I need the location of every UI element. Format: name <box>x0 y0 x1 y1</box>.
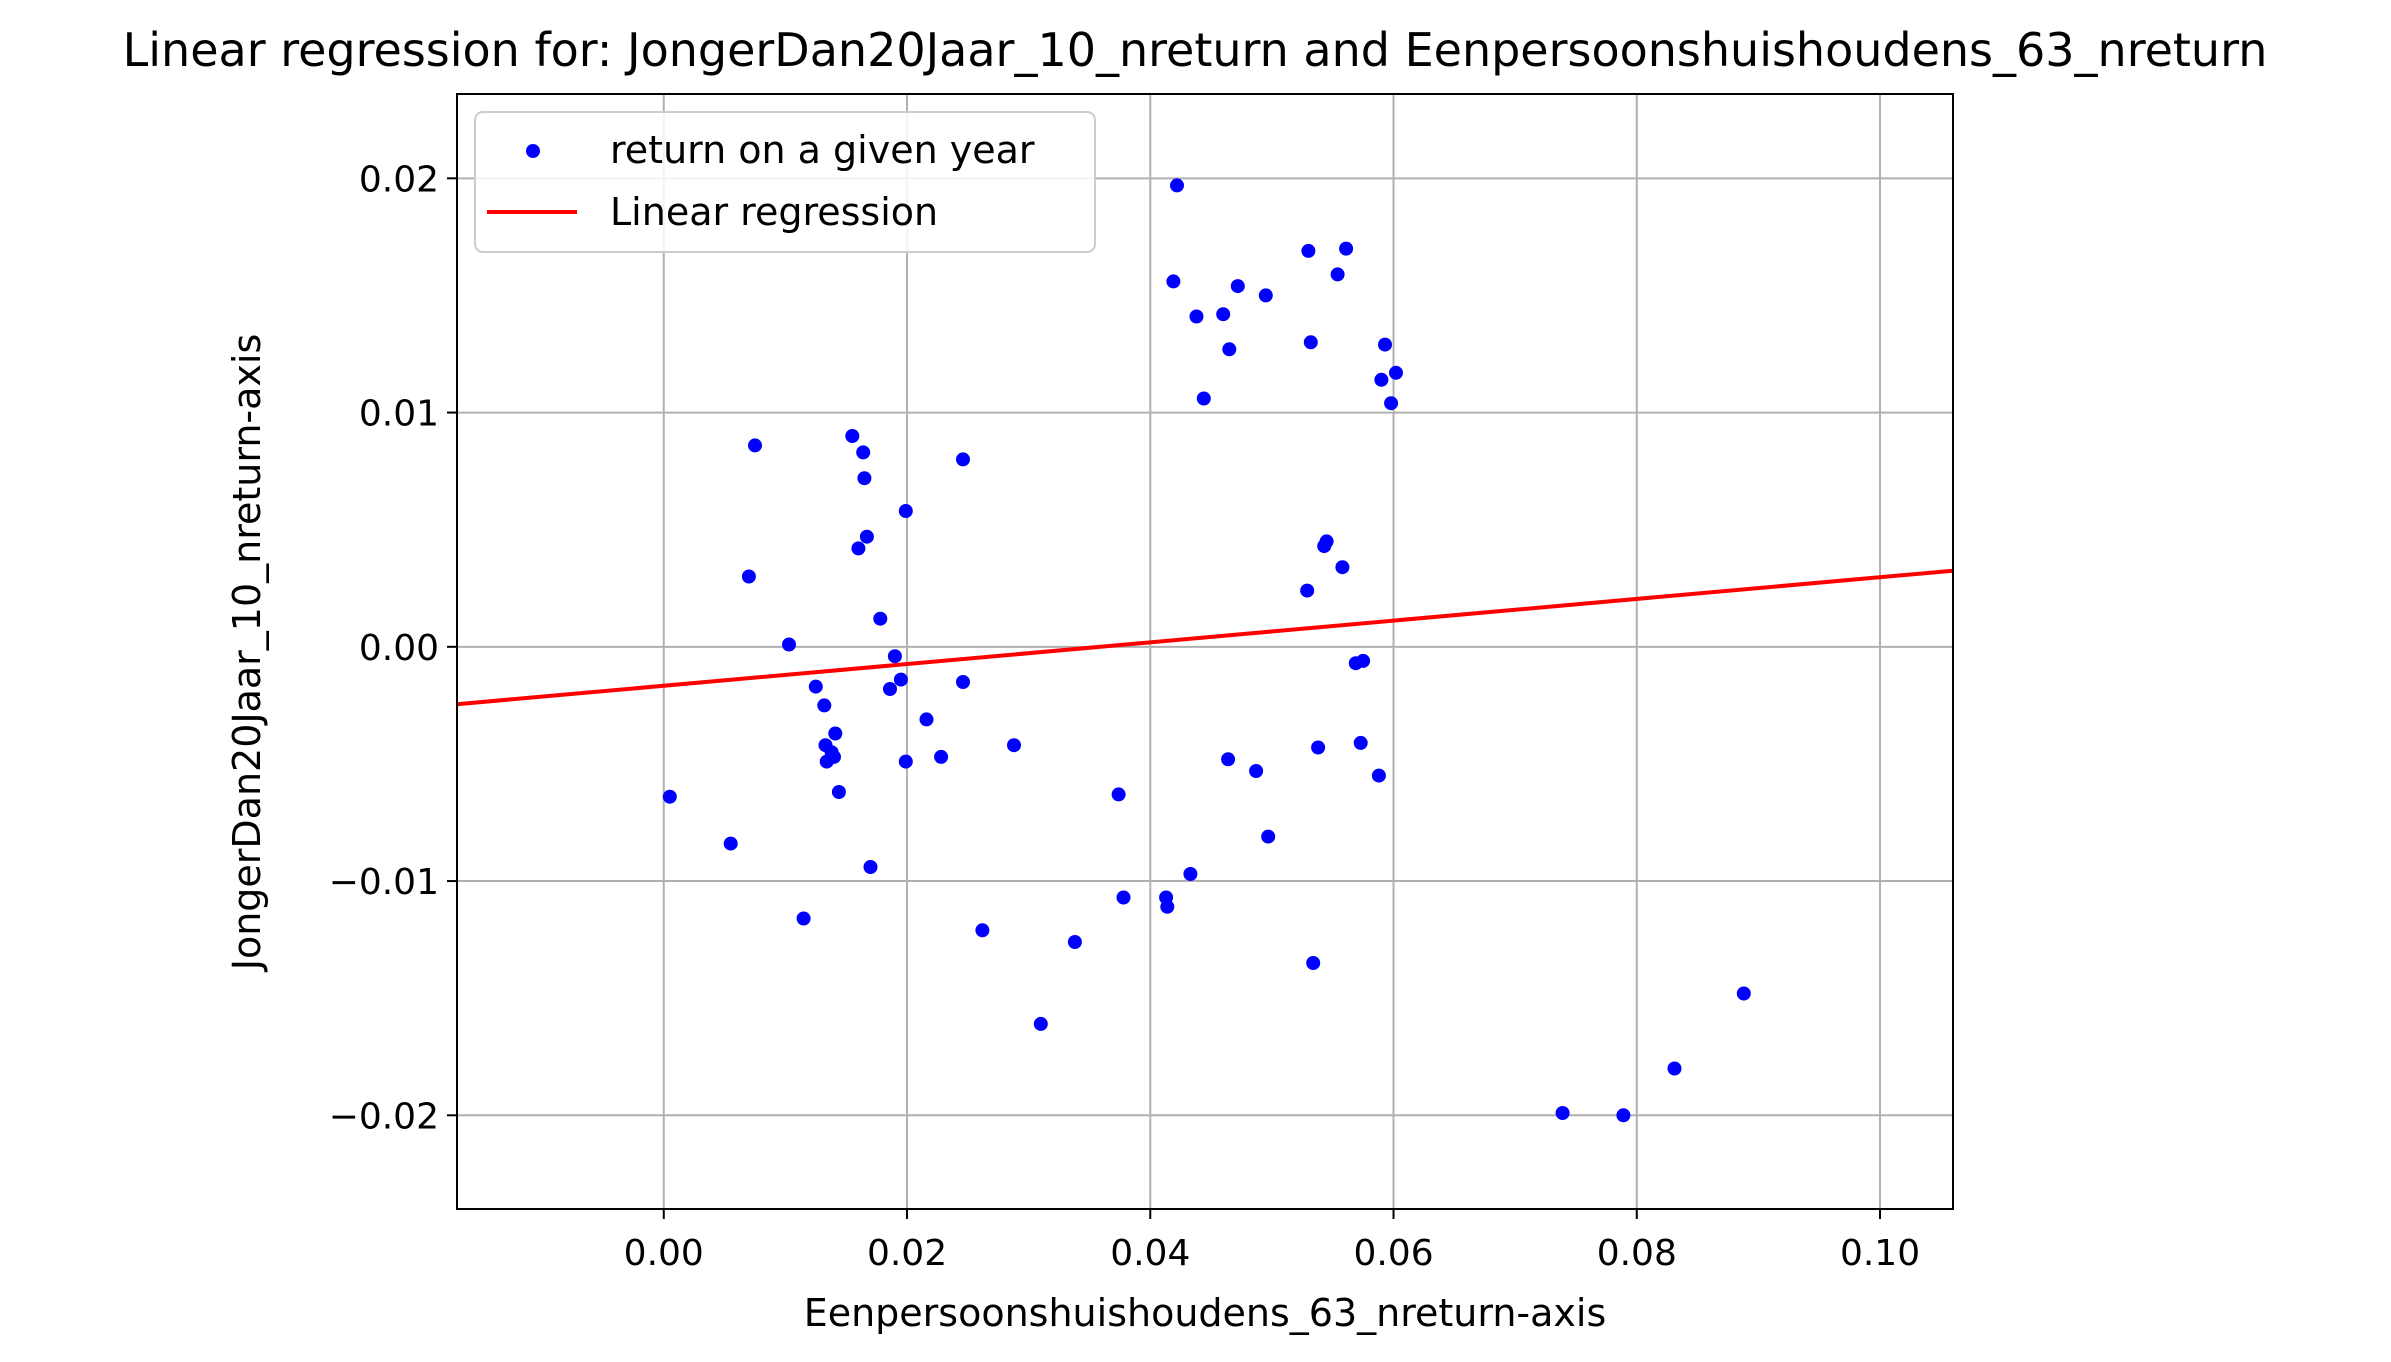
data-point <box>1007 738 1021 753</box>
data-point <box>1160 899 1175 914</box>
data-point <box>1170 178 1184 193</box>
plot-area-frame <box>456 93 1954 1210</box>
data-point <box>1378 337 1392 352</box>
y-axis-ticks: 0.02 0.01 0.00 −0.01 −0.02 <box>329 159 457 1137</box>
data-point <box>1319 534 1334 549</box>
data-point <box>1374 372 1389 387</box>
data-point <box>1249 764 1264 778</box>
data-point <box>1330 267 1345 282</box>
data-point <box>1216 307 1231 322</box>
x-gridlines <box>662 94 1882 1209</box>
data-point <box>808 679 823 694</box>
data-point <box>859 529 874 544</box>
legend-label-line: Linear regression <box>610 190 938 234</box>
data-point <box>883 682 897 696</box>
data-point <box>1306 956 1321 970</box>
y-tick-label: −0.01 <box>329 862 439 903</box>
data-point <box>857 471 872 486</box>
x-tick-label: 0.06 <box>1353 1233 1433 1274</box>
y-tick-label: 0.02 <box>359 159 439 200</box>
data-point <box>1616 1108 1631 1123</box>
data-point <box>1221 752 1236 767</box>
data-point <box>1301 243 1316 258</box>
legend-box <box>474 111 1096 253</box>
data-point <box>1356 653 1371 668</box>
y-tick-label: 0.00 <box>359 628 439 669</box>
data-point <box>887 649 902 664</box>
data-point <box>863 860 878 874</box>
data-point <box>956 675 970 689</box>
data-point <box>975 923 990 938</box>
data-point <box>845 429 860 443</box>
data-point <box>1555 1106 1570 1120</box>
data-point <box>1196 391 1211 406</box>
data-point <box>1353 735 1368 750</box>
x-axis-label: Eenpersoonshuishoudens_63_nreturn-axis <box>804 1291 1607 1335</box>
data-point <box>782 637 796 652</box>
data-point <box>1033 1016 1048 1031</box>
y-tick-label: 0.01 <box>359 394 439 435</box>
data-point <box>919 712 934 727</box>
legend: return on a given year Linear regression <box>474 111 1096 253</box>
legend-marker-scatter <box>526 144 540 158</box>
x-axis-ticks: 0.00 0.02 0.04 0.06 0.08 0.10 <box>624 1209 1920 1274</box>
data-point <box>1189 309 1204 324</box>
data-point <box>898 504 913 518</box>
data-point <box>898 754 913 769</box>
data-point <box>1339 241 1354 256</box>
x-tick-label: 0.02 <box>867 1233 947 1274</box>
data-point <box>934 749 949 764</box>
data-point <box>1303 335 1318 350</box>
data-point <box>893 672 908 687</box>
regression-layer <box>456 568 1954 707</box>
y-axis-label: JongerDan20Jaar_10_nreturn-axis <box>225 334 269 973</box>
chart-title: Linear regression for: JongerDan20Jaar_1… <box>123 23 2268 77</box>
data-point <box>662 789 677 804</box>
data-point <box>1736 986 1751 1001</box>
data-point <box>1222 342 1237 357</box>
data-point <box>1311 740 1326 755</box>
data-point <box>1183 867 1198 881</box>
data-point <box>1300 583 1315 598</box>
data-point <box>1067 935 1082 949</box>
scatter-points <box>662 178 1751 1123</box>
data-point <box>851 541 866 556</box>
data-point <box>741 569 756 584</box>
data-point <box>956 452 970 467</box>
legend-label-scatter: return on a given year <box>610 128 1035 172</box>
x-tick-label: 0.00 <box>624 1233 704 1274</box>
data-point <box>828 726 843 741</box>
data-point <box>817 698 832 713</box>
data-point <box>1389 365 1403 380</box>
x-tick-label: 0.10 <box>1840 1233 1920 1274</box>
x-tick-label: 0.04 <box>1110 1233 1190 1274</box>
data-point <box>748 438 762 453</box>
y-tick-label: −0.02 <box>329 1096 439 1137</box>
data-point <box>831 785 846 799</box>
data-point <box>827 749 841 764</box>
data-point <box>1667 1061 1682 1076</box>
regression-line <box>456 568 1954 707</box>
data-point <box>1335 560 1350 575</box>
x-tick-label: 0.08 <box>1597 1233 1677 1274</box>
data-point <box>1111 787 1126 802</box>
data-point <box>796 911 811 926</box>
data-point <box>1261 829 1276 844</box>
data-point <box>1258 288 1273 303</box>
data-point <box>873 611 888 626</box>
data-point <box>1166 274 1181 289</box>
data-point <box>1116 890 1131 905</box>
data-point <box>856 445 871 460</box>
data-point <box>1230 279 1245 294</box>
data-point <box>1371 768 1386 783</box>
data-point <box>723 836 738 851</box>
data-point <box>1384 396 1399 411</box>
